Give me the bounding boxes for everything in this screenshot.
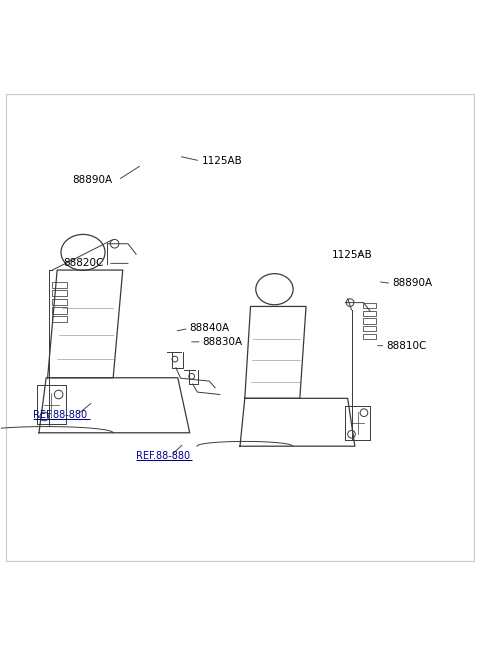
Text: 1125AB: 1125AB <box>332 250 372 260</box>
Text: 88810C: 88810C <box>386 341 427 350</box>
Text: 88890A: 88890A <box>72 175 113 185</box>
Text: REF.88-880: REF.88-880 <box>33 409 87 420</box>
Text: 88890A: 88890A <box>392 278 432 288</box>
Text: 88820C: 88820C <box>63 258 103 269</box>
Text: 88840A: 88840A <box>190 324 230 333</box>
Text: 1125AB: 1125AB <box>202 156 242 166</box>
Text: 88830A: 88830A <box>203 337 243 347</box>
Text: REF.88-880: REF.88-880 <box>136 451 190 460</box>
